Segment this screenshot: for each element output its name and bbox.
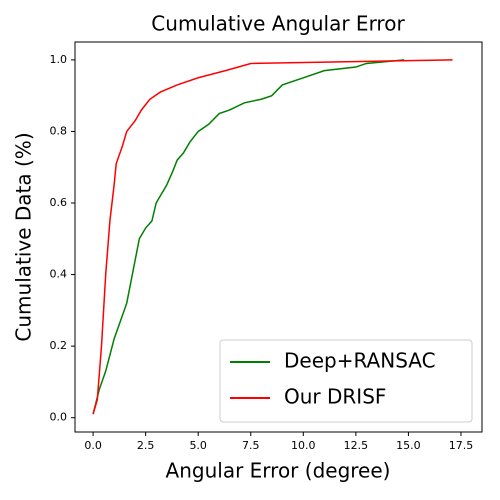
x-tick-label: 10.0	[291, 439, 316, 452]
data-line	[92, 59, 405, 415]
x-tick-label: 5.0	[189, 439, 207, 452]
data-line	[92, 59, 453, 415]
x-tick-label: 15.0	[396, 439, 421, 452]
legend-box	[219, 339, 473, 423]
x-tick-label: 12.5	[344, 439, 369, 452]
y-axis-label: Cumulative Data (%)	[12, 132, 36, 341]
x-tick-label: 17.5	[449, 439, 474, 452]
y-tick-label: 1.0	[50, 53, 68, 66]
x-tick-label: 2.5	[137, 439, 155, 452]
x-axis-label: Angular Error (degree)	[166, 459, 391, 483]
y-tick-label: 0.8	[50, 124, 68, 137]
legend-label: Our DRISF	[284, 385, 386, 409]
x-tick-label: 7.5	[242, 439, 260, 452]
chart-title: Cumulative Angular Error	[151, 12, 405, 36]
y-tick-label: 0.0	[50, 411, 68, 424]
legend-label: Deep+RANSAC	[284, 349, 436, 373]
x-tick-label: 0.0	[84, 439, 102, 452]
y-tick-label: 0.6	[50, 196, 68, 209]
y-tick-label: 0.2	[50, 339, 68, 352]
plot-frame	[74, 41, 483, 433]
y-tick-label: 0.4	[50, 268, 68, 281]
